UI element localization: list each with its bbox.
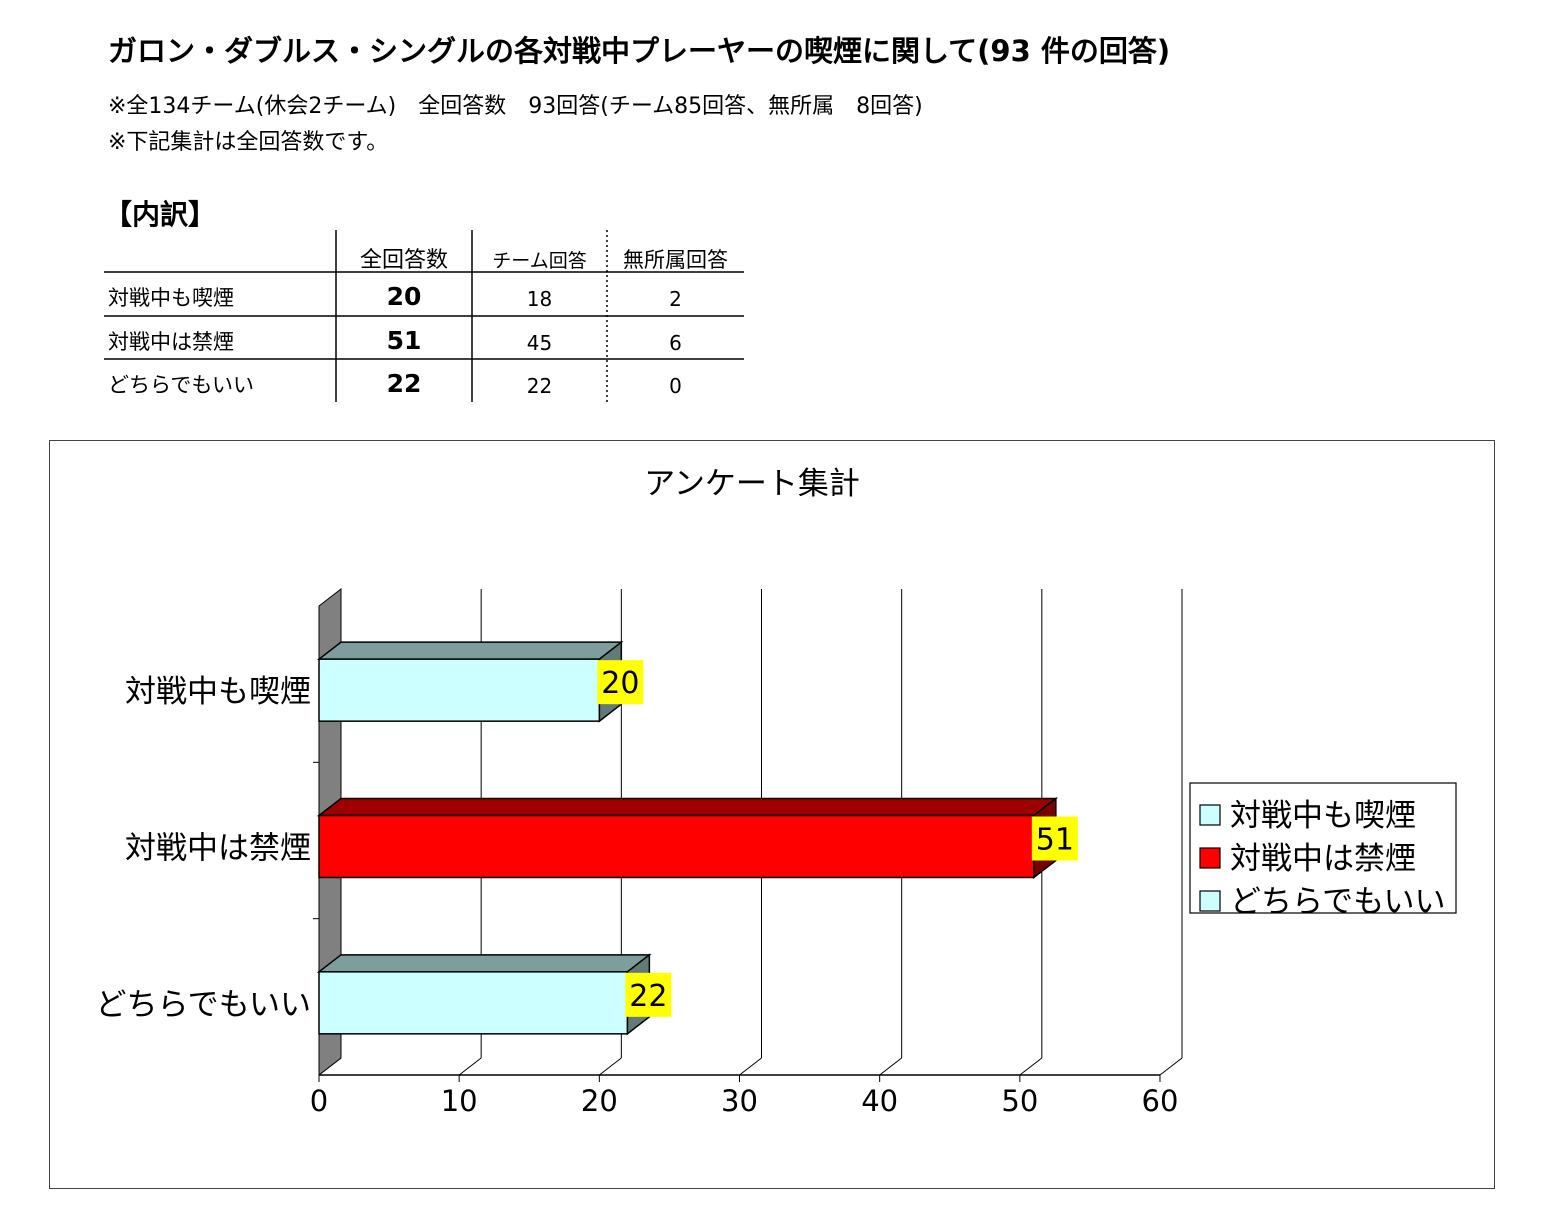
floor-line bbox=[1019, 1057, 1043, 1076]
floor-line bbox=[739, 1057, 762, 1076]
chart-title: アンケート集計 bbox=[644, 466, 860, 502]
y-category-label: 対戦中も喫煙 bbox=[125, 674, 311, 710]
chart-area bbox=[49, 440, 1495, 1189]
data-label: 20 bbox=[601, 666, 639, 701]
row-independent-either: 0 bbox=[669, 374, 682, 398]
legend-label: 対戦中も喫煙 bbox=[1230, 798, 1416, 834]
breakdown-table: 全回答数 チーム回答 無所属回答 対戦中も喫煙 20 18 2 対戦中は禁煙 5… bbox=[104, 230, 744, 405]
row-team-smoking-allowed: 18 bbox=[526, 287, 553, 311]
page-title: ガロン・ダブルス・シングルの各対戦中プレーヤーの喫煙に関して(93 件の回答) bbox=[108, 34, 1171, 68]
legend-label: どちらでもいい bbox=[1230, 884, 1445, 920]
data-label-bg bbox=[597, 660, 644, 705]
bar-front-face bbox=[318, 971, 629, 1035]
x-tick-label: 60 bbox=[1142, 1084, 1179, 1118]
breakdown-heading: 【内訳】 bbox=[104, 198, 217, 231]
x-tick-label: 30 bbox=[721, 1084, 758, 1118]
row-team-either: 22 bbox=[526, 374, 553, 398]
bar: 51 bbox=[316, 796, 1078, 880]
row-total-no-smoking: 51 bbox=[386, 326, 422, 355]
table-rules bbox=[104, 230, 744, 402]
column-header-independent: 無所属回答 bbox=[623, 248, 728, 272]
y-category-label: どちらでもいい bbox=[96, 987, 311, 1023]
y-category-label: 対戦中は禁煙 bbox=[125, 831, 311, 867]
data-label-bg bbox=[1031, 816, 1078, 861]
data-label: 51 bbox=[1036, 823, 1074, 858]
bar-top-face bbox=[316, 954, 652, 973]
data-label: 22 bbox=[629, 979, 667, 1014]
row-independent-no-smoking: 6 bbox=[669, 331, 682, 355]
legend-swatch bbox=[1199, 847, 1221, 869]
bar-front-face bbox=[318, 814, 1035, 879]
bar: 22 bbox=[316, 953, 672, 1036]
floor-line bbox=[599, 1057, 622, 1076]
data-label-bg bbox=[625, 972, 672, 1017]
row-team-no-smoking: 45 bbox=[526, 331, 553, 355]
floor-line bbox=[879, 1057, 902, 1076]
legend-box bbox=[1189, 782, 1457, 914]
legend-swatch bbox=[1199, 804, 1221, 826]
row-total-either: 22 bbox=[386, 369, 422, 398]
row-total-smoking-allowed: 20 bbox=[386, 282, 422, 311]
row-label-either: どちらでもいい bbox=[108, 373, 254, 397]
x-tick-label: 20 bbox=[581, 1084, 618, 1118]
x-tick-label: 50 bbox=[1001, 1084, 1038, 1118]
bar: 20 bbox=[316, 640, 644, 723]
legend-swatch bbox=[1199, 890, 1221, 912]
x-tick-label: 0 bbox=[310, 1084, 328, 1118]
note-line-1: ※全134チーム(休会2チーム) 全回答数 93回答(チーム85回答、無所属 8… bbox=[108, 94, 923, 119]
bar-top-face bbox=[316, 641, 624, 660]
column-header-team: チーム回答 bbox=[492, 250, 587, 272]
row-label-smoking-allowed: 対戦中も喫煙 bbox=[108, 286, 234, 310]
x-tick-label: 40 bbox=[861, 1084, 898, 1118]
floor-line bbox=[1159, 1057, 1183, 1076]
bar-front-face bbox=[318, 658, 601, 722]
x-tick-label: 10 bbox=[441, 1084, 478, 1118]
note-line-2: ※下記集計は全回答数です。 bbox=[108, 130, 389, 155]
legend-label: 対戦中は禁煙 bbox=[1230, 841, 1416, 877]
floor-line bbox=[458, 1057, 482, 1076]
bar-top-face bbox=[316, 797, 1059, 817]
row-label-no-smoking: 対戦中は禁煙 bbox=[108, 330, 234, 354]
row-independent-smoking-allowed: 2 bbox=[669, 287, 682, 311]
column-header-total: 全回答数 bbox=[359, 248, 448, 273]
